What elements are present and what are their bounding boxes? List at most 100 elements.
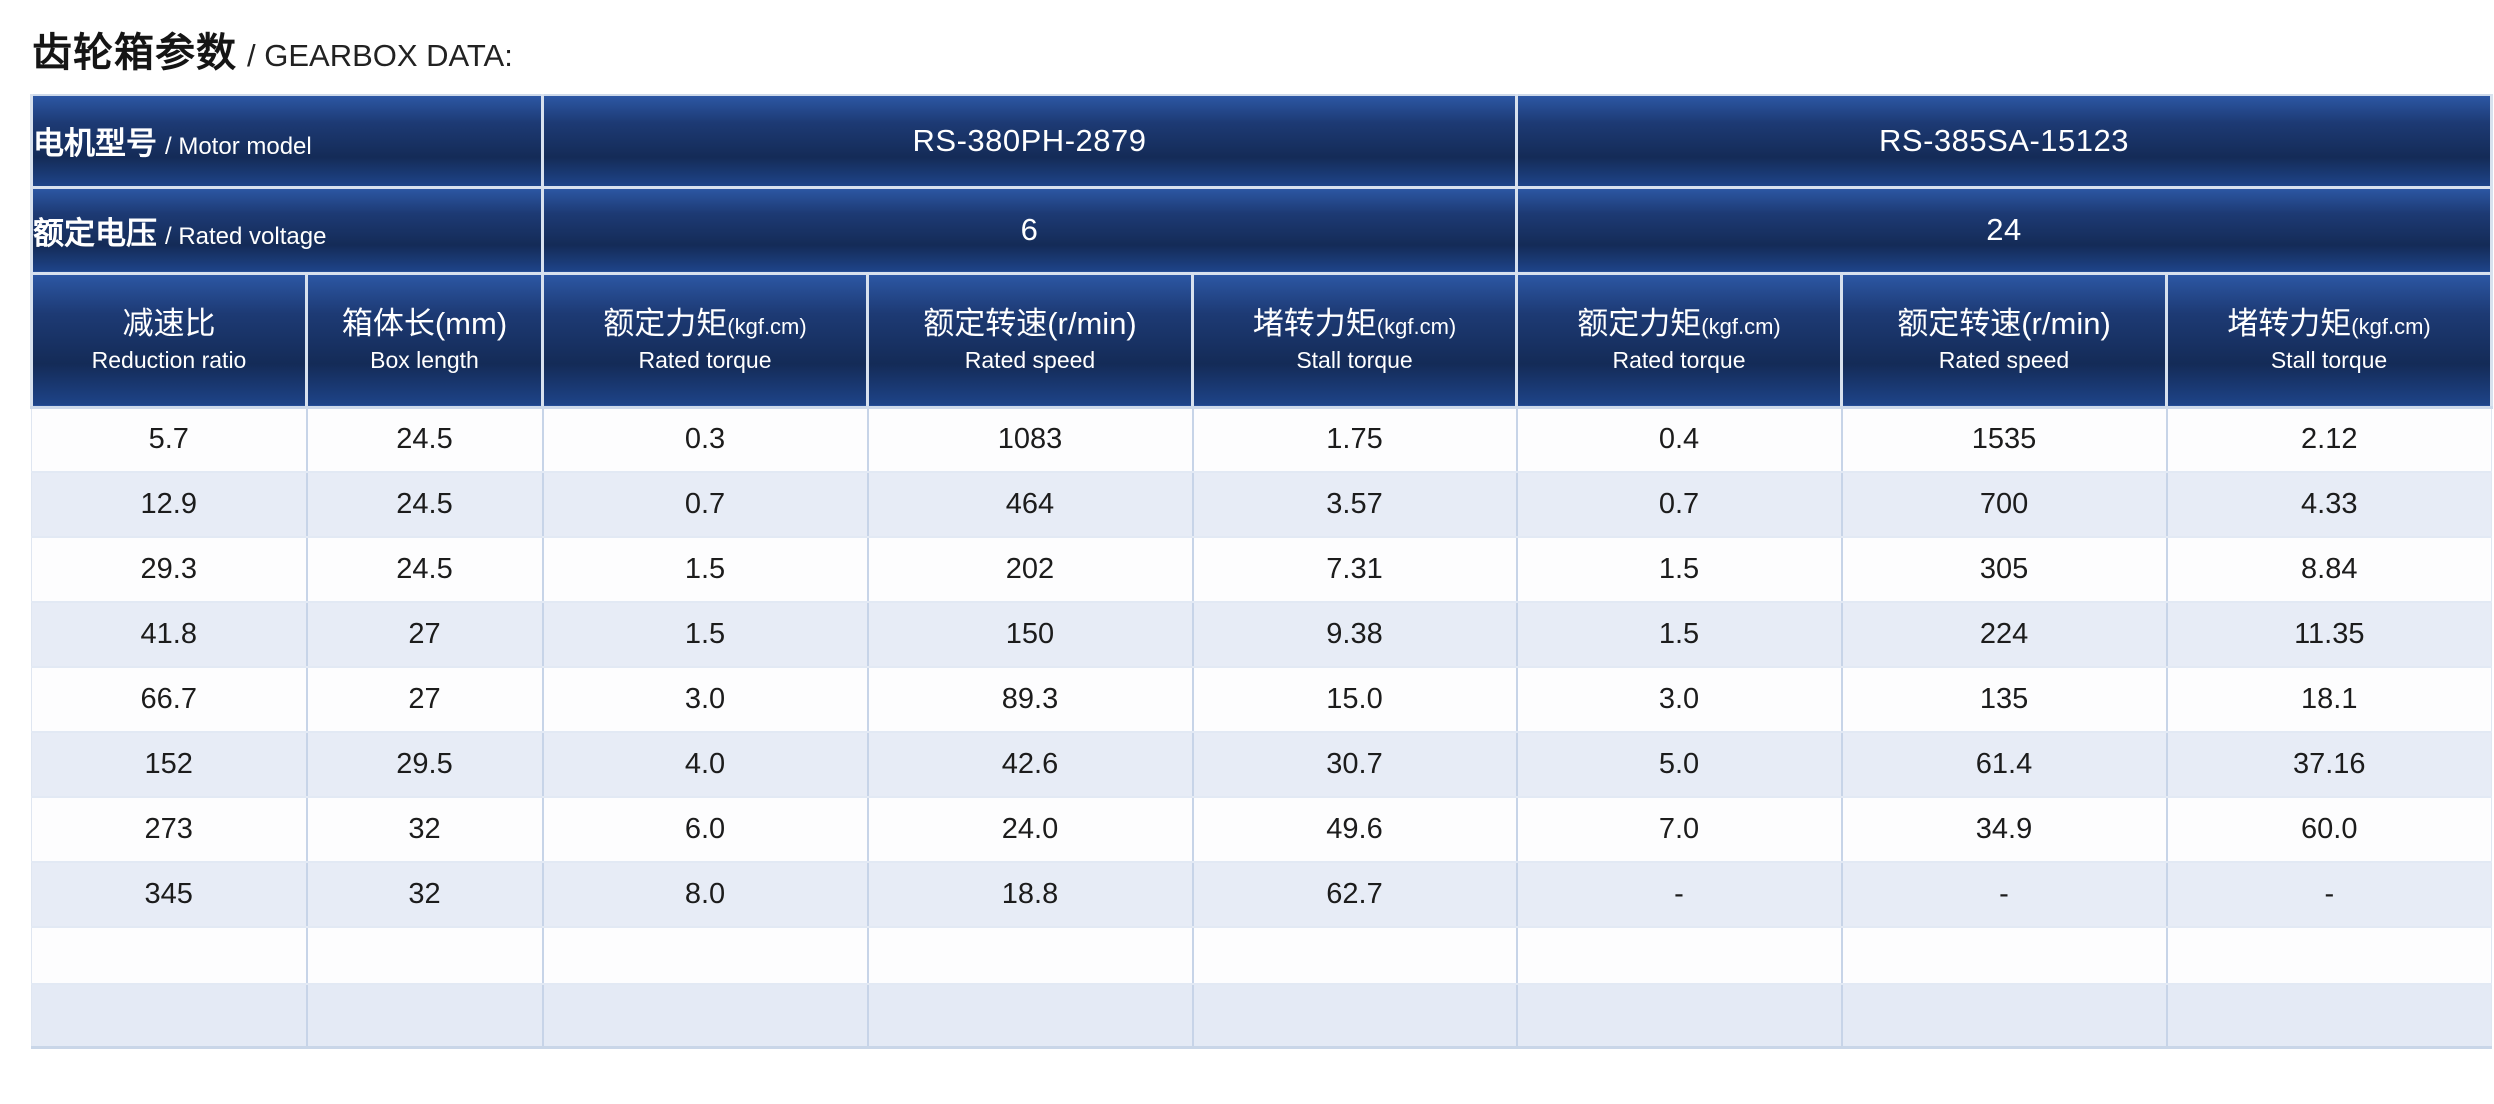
table-cell: 150 [866, 602, 1194, 668]
column-header-reduction-ratio: 减速比 Reduction ratio [30, 271, 308, 409]
empty-cell [1515, 927, 1843, 985]
table-cell: 4.33 [2165, 472, 2493, 538]
rated-voltage-label-en: / Rated voltage [165, 222, 327, 250]
table-cell: 0.3 [541, 407, 869, 473]
header-voltage-2: 24 [1515, 185, 2494, 275]
header-motor-model-label: 电机型号 / Motor model [30, 94, 544, 189]
table-row: 66.7 27 3.0 89.3 15.0 3.0 135 18.1 [31, 667, 2493, 733]
table-cell: 9.38 [1191, 602, 1518, 668]
empty-cell [1840, 927, 2168, 985]
column-header-stall-torque-m1: 堵转力矩(kgf.cm) Stall torque [1190, 271, 1519, 409]
datasheet-page: 齿轮箱参数 / GEARBOX DATA: 电机型号 / Motor model R… [30, 31, 2494, 1049]
column-header-rated-speed-m1: 额定转速(r/min) Rated speed [866, 271, 1194, 409]
empty-cell [31, 927, 308, 985]
page-title-en: / GEARBOX DATA: [247, 38, 513, 73]
table-cell: 1.5 [1515, 537, 1843, 603]
table-cell: 1.5 [1515, 602, 1843, 668]
empty-cell [305, 927, 544, 985]
table-cell: 42.6 [866, 732, 1194, 798]
table-cell: 305 [1840, 537, 2168, 603]
table-cell: 49.6 [1191, 797, 1518, 863]
table-cell: 12.9 [31, 472, 308, 538]
header-row-motor-model: 电机型号 / Motor model RS-380PH-2879 RS-385SA… [30, 94, 2494, 189]
table-cell: 2.12 [2165, 407, 2493, 473]
column-header-stall-torque-m2: 堵转力矩(kgf.cm) Stall torque [2165, 271, 2494, 409]
table-cell: 30.7 [1191, 732, 1518, 798]
table-cell: 18.8 [866, 862, 1194, 928]
table-cell: 1535 [1840, 407, 2168, 473]
header-motor-2: RS-385SA-15123 [1515, 94, 2494, 189]
empty-cell [31, 984, 308, 1049]
table-row: 152 29.5 4.0 42.6 30.7 5.0 61.4 37.16 [31, 732, 2493, 798]
header-voltage-1: 6 [540, 185, 1519, 275]
table-cell: - [1515, 862, 1843, 928]
motor-model-label-zh: 电机型号 [33, 126, 157, 162]
empty-cell [305, 984, 544, 1049]
table-row: 29.3 24.5 1.5 202 7.31 1.5 305 8.84 [31, 537, 2493, 603]
table-cell: 37.16 [2165, 732, 2493, 798]
empty-cell [2165, 927, 2493, 985]
table-cell: 345 [31, 862, 308, 928]
table-row: 41.8 27 1.5 150 9.38 1.5 224 11.35 [31, 602, 2493, 668]
table-cell: 0.7 [541, 472, 869, 538]
table-cell: 11.35 [2165, 602, 2493, 668]
empty-cell [1840, 984, 2168, 1049]
table-cell: 61.4 [1840, 732, 2168, 798]
page-title-zh: 齿轮箱参数 [32, 31, 237, 75]
table-cell: 24.5 [305, 407, 544, 473]
table-cell: 29.3 [31, 537, 308, 603]
table-cell: 24.5 [305, 537, 544, 603]
table-row: 273 32 6.0 24.0 49.6 7.0 34.9 60.0 [31, 797, 2493, 863]
table-cell: 224 [1840, 602, 2168, 668]
table-cell: 18.1 [2165, 667, 2493, 733]
table-cell: 41.8 [31, 602, 308, 668]
table-cell: 8.84 [2165, 537, 2493, 603]
table-cell: 62.7 [1191, 862, 1518, 928]
empty-cell [541, 984, 869, 1049]
table-cell: 5.7 [31, 407, 308, 473]
table-cell: 1.75 [1191, 407, 1518, 473]
table-cell: 32 [305, 862, 544, 928]
table-cell: 7.31 [1191, 537, 1518, 603]
empty-cell [1191, 927, 1518, 985]
empty-cell [1515, 984, 1843, 1049]
table-cell: 1.5 [541, 537, 869, 603]
table-cell: 273 [31, 797, 308, 863]
table-cell: 24.5 [305, 472, 544, 538]
header-row-rated-voltage: 额定电压 / Rated voltage 6 24 [30, 185, 2494, 275]
table-cell: 4.0 [541, 732, 869, 798]
table-cell: 89.3 [866, 667, 1194, 733]
empty-cell [2165, 984, 2493, 1049]
header-motor-1: RS-380PH-2879 [540, 94, 1519, 189]
table-cell: 3.0 [541, 667, 869, 733]
empty-cell [1191, 984, 1518, 1049]
column-header-rated-speed-m2: 额定转速(r/min) Rated speed [1840, 271, 2169, 409]
table-cell: 202 [866, 537, 1194, 603]
table-cell: 15.0 [1191, 667, 1518, 733]
table-cell: 0.7 [1515, 472, 1843, 538]
gearbox-data-table: 电机型号 / Motor model RS-380PH-2879 RS-385SA… [30, 94, 2494, 1049]
table-cell: 8.0 [541, 862, 869, 928]
table-cell: 135 [1840, 667, 2168, 733]
empty-cell [541, 927, 869, 985]
table-cell: 34.9 [1840, 797, 2168, 863]
table-row: 5.7 24.5 0.3 1083 1.75 0.4 1535 2.12 [31, 407, 2493, 473]
table-cell: - [1840, 862, 2168, 928]
empty-cell [866, 927, 1194, 985]
table-cell: 32 [305, 797, 544, 863]
column-header-rated-torque-m1: 额定力矩(kgf.cm) Rated torque [541, 271, 869, 409]
table-cell: 29.5 [305, 732, 544, 798]
table-cell: 1083 [866, 407, 1194, 473]
table-cell: 3.57 [1191, 472, 1518, 538]
table-cell: 700 [1840, 472, 2168, 538]
table-cell: 6.0 [541, 797, 869, 863]
header-row-columns: 减速比 Reduction ratio 箱体长(mm) Box length 额… [30, 271, 2494, 409]
empty-row [31, 984, 2493, 1049]
rated-voltage-label-zh: 额定电压 [33, 215, 157, 251]
table-cell: 464 [866, 472, 1194, 538]
column-header-box-length: 箱体长(mm) Box length [305, 271, 544, 409]
header-rated-voltage-label: 额定电压 / Rated voltage [30, 185, 544, 275]
table-cell: 0.4 [1515, 407, 1843, 473]
table-cell: 3.0 [1515, 667, 1843, 733]
table-cell: 1.5 [541, 602, 869, 668]
